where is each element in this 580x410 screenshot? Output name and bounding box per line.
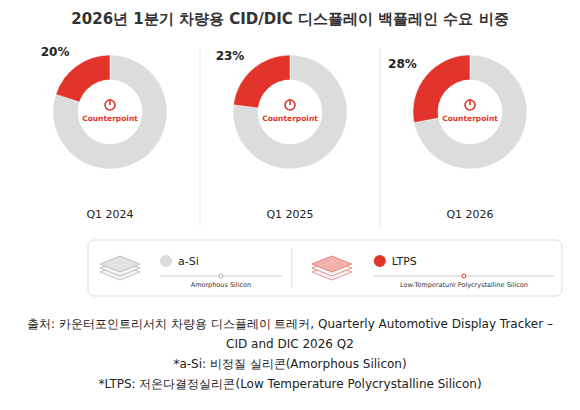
legend-swatch bbox=[374, 255, 386, 267]
separator bbox=[380, 48, 381, 226]
donut-hole bbox=[438, 80, 502, 144]
legend-description: Amorphous Silicon bbox=[191, 281, 251, 289]
title: 2026년 1분기 차량용 CID/DIC 디스플레이 백플레인 수요 비중 bbox=[71, 10, 508, 28]
pie-panel: Counterpoint bbox=[53, 55, 167, 169]
legend-rule-dot bbox=[219, 274, 223, 278]
data-label: 20% bbox=[41, 45, 70, 59]
slice bbox=[233, 55, 347, 169]
legend-icon-layer bbox=[312, 256, 352, 272]
data-label: 23% bbox=[216, 49, 245, 63]
logo-icon bbox=[465, 100, 475, 110]
pie-panel: Counterpoint bbox=[413, 55, 527, 169]
legend-swatch bbox=[160, 255, 172, 267]
legend-label: a-Si bbox=[178, 255, 199, 268]
legend-description: Low-Temperature Polycrystalline Silicon bbox=[400, 281, 528, 289]
legend-icon-layer bbox=[100, 256, 140, 272]
legend-icon bbox=[312, 256, 352, 280]
legend-icon bbox=[100, 256, 140, 280]
separator bbox=[200, 48, 201, 226]
pie-panel: Counterpoint bbox=[233, 55, 347, 169]
note: 출처: 카운터포인트리서치 차량용 디스플레이 트레커, Quarterly A… bbox=[20, 314, 560, 354]
logo-icon bbox=[105, 100, 115, 110]
panel-title: Q1 2024 bbox=[86, 208, 133, 221]
legend-label: LTPS bbox=[392, 255, 417, 268]
legend-divider bbox=[291, 248, 292, 288]
logo-icon bbox=[469, 99, 471, 105]
panel-title: Q1 2026 bbox=[446, 208, 493, 221]
notes: 출처: 카운터포인트리서치 차량용 디스플레이 트레커, Quarterly A… bbox=[20, 314, 560, 394]
data-label: 28% bbox=[388, 57, 417, 71]
legend-rule-dot bbox=[462, 274, 466, 278]
donut-hole bbox=[258, 80, 322, 144]
slice bbox=[53, 55, 167, 169]
donut-hole bbox=[78, 80, 142, 144]
logo-icon bbox=[289, 99, 291, 105]
note: *LTPS: 저온다결정실리콘(Low Temperature Polycrys… bbox=[20, 374, 560, 394]
logo-icon bbox=[109, 99, 111, 105]
note: *a-Si: 비정질 실리콘(Amorphous Silicon) bbox=[20, 354, 560, 374]
chart: 2026년 1분기 차량용 CID/DIC 디스플레이 백플레인 수요 비중 Co… bbox=[0, 0, 580, 310]
panel-title: Q1 2025 bbox=[266, 208, 313, 221]
logo: Counterpoint bbox=[442, 114, 498, 123]
logo: Counterpoint bbox=[82, 114, 138, 123]
logo-icon bbox=[285, 100, 295, 110]
legend-box bbox=[88, 240, 562, 296]
logo: Counterpoint bbox=[262, 114, 318, 123]
